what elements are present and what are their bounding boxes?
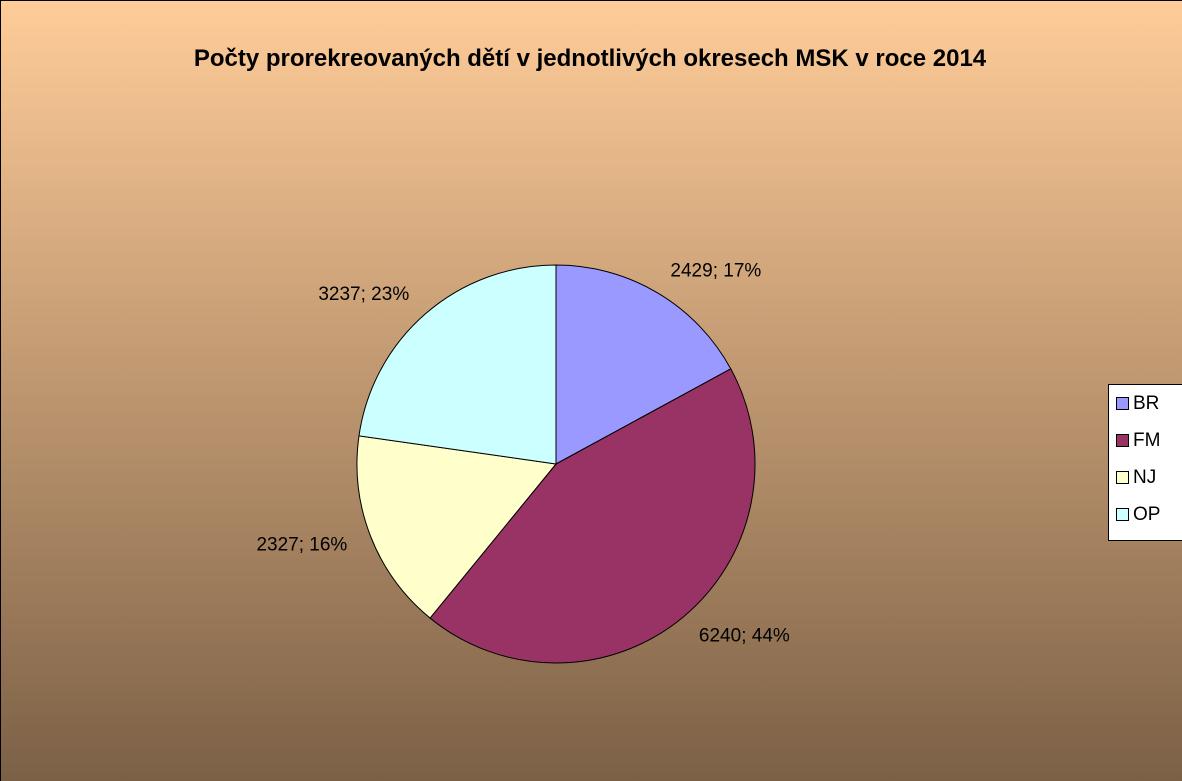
legend-swatch [1116,508,1129,521]
legend-swatch [1116,397,1129,410]
pie-slice [358,264,557,465]
data-label: 2429; 17% [670,260,761,281]
legend-label: OP [1133,504,1160,525]
data-label: 3237; 23% [318,284,409,305]
legend-swatch [1116,434,1129,447]
legend-swatch [1116,471,1129,484]
pie-slice [356,435,557,619]
legend-label: FM [1133,430,1160,451]
chart-title: Počty prorekreovaných dětí v jednotlivýc… [193,45,987,72]
legend-label: NJ [1133,467,1156,488]
pie-slice [429,368,756,664]
data-label: 2327; 16% [256,534,347,555]
data-label: 6240; 44% [699,625,790,646]
legend-label: BR [1133,393,1159,414]
pie-slice [555,264,732,465]
